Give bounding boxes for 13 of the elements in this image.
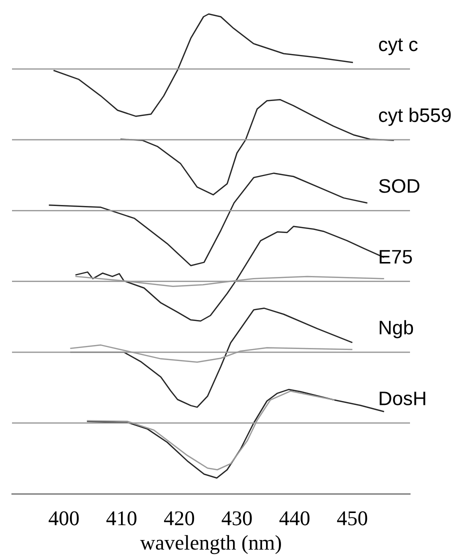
series-label: E75 [380,250,412,264]
x-tick-label: 430 [222,511,252,526]
series-label: DosH [380,392,426,406]
series-label: SOD [379,179,420,193]
series-label: cyt c [378,38,418,56]
series-label: Ngb [380,320,414,338]
series-label: cyt b559 [378,108,451,126]
x-axis-title: wavelength (nm) [140,535,281,554]
x-tick-label: 450 [337,511,368,526]
x-tick-label: 420 [164,511,194,526]
x-tick-label: 410 [106,511,136,526]
x-tick-label: 440 [279,511,310,526]
x-tick-label: 400 [48,511,79,526]
